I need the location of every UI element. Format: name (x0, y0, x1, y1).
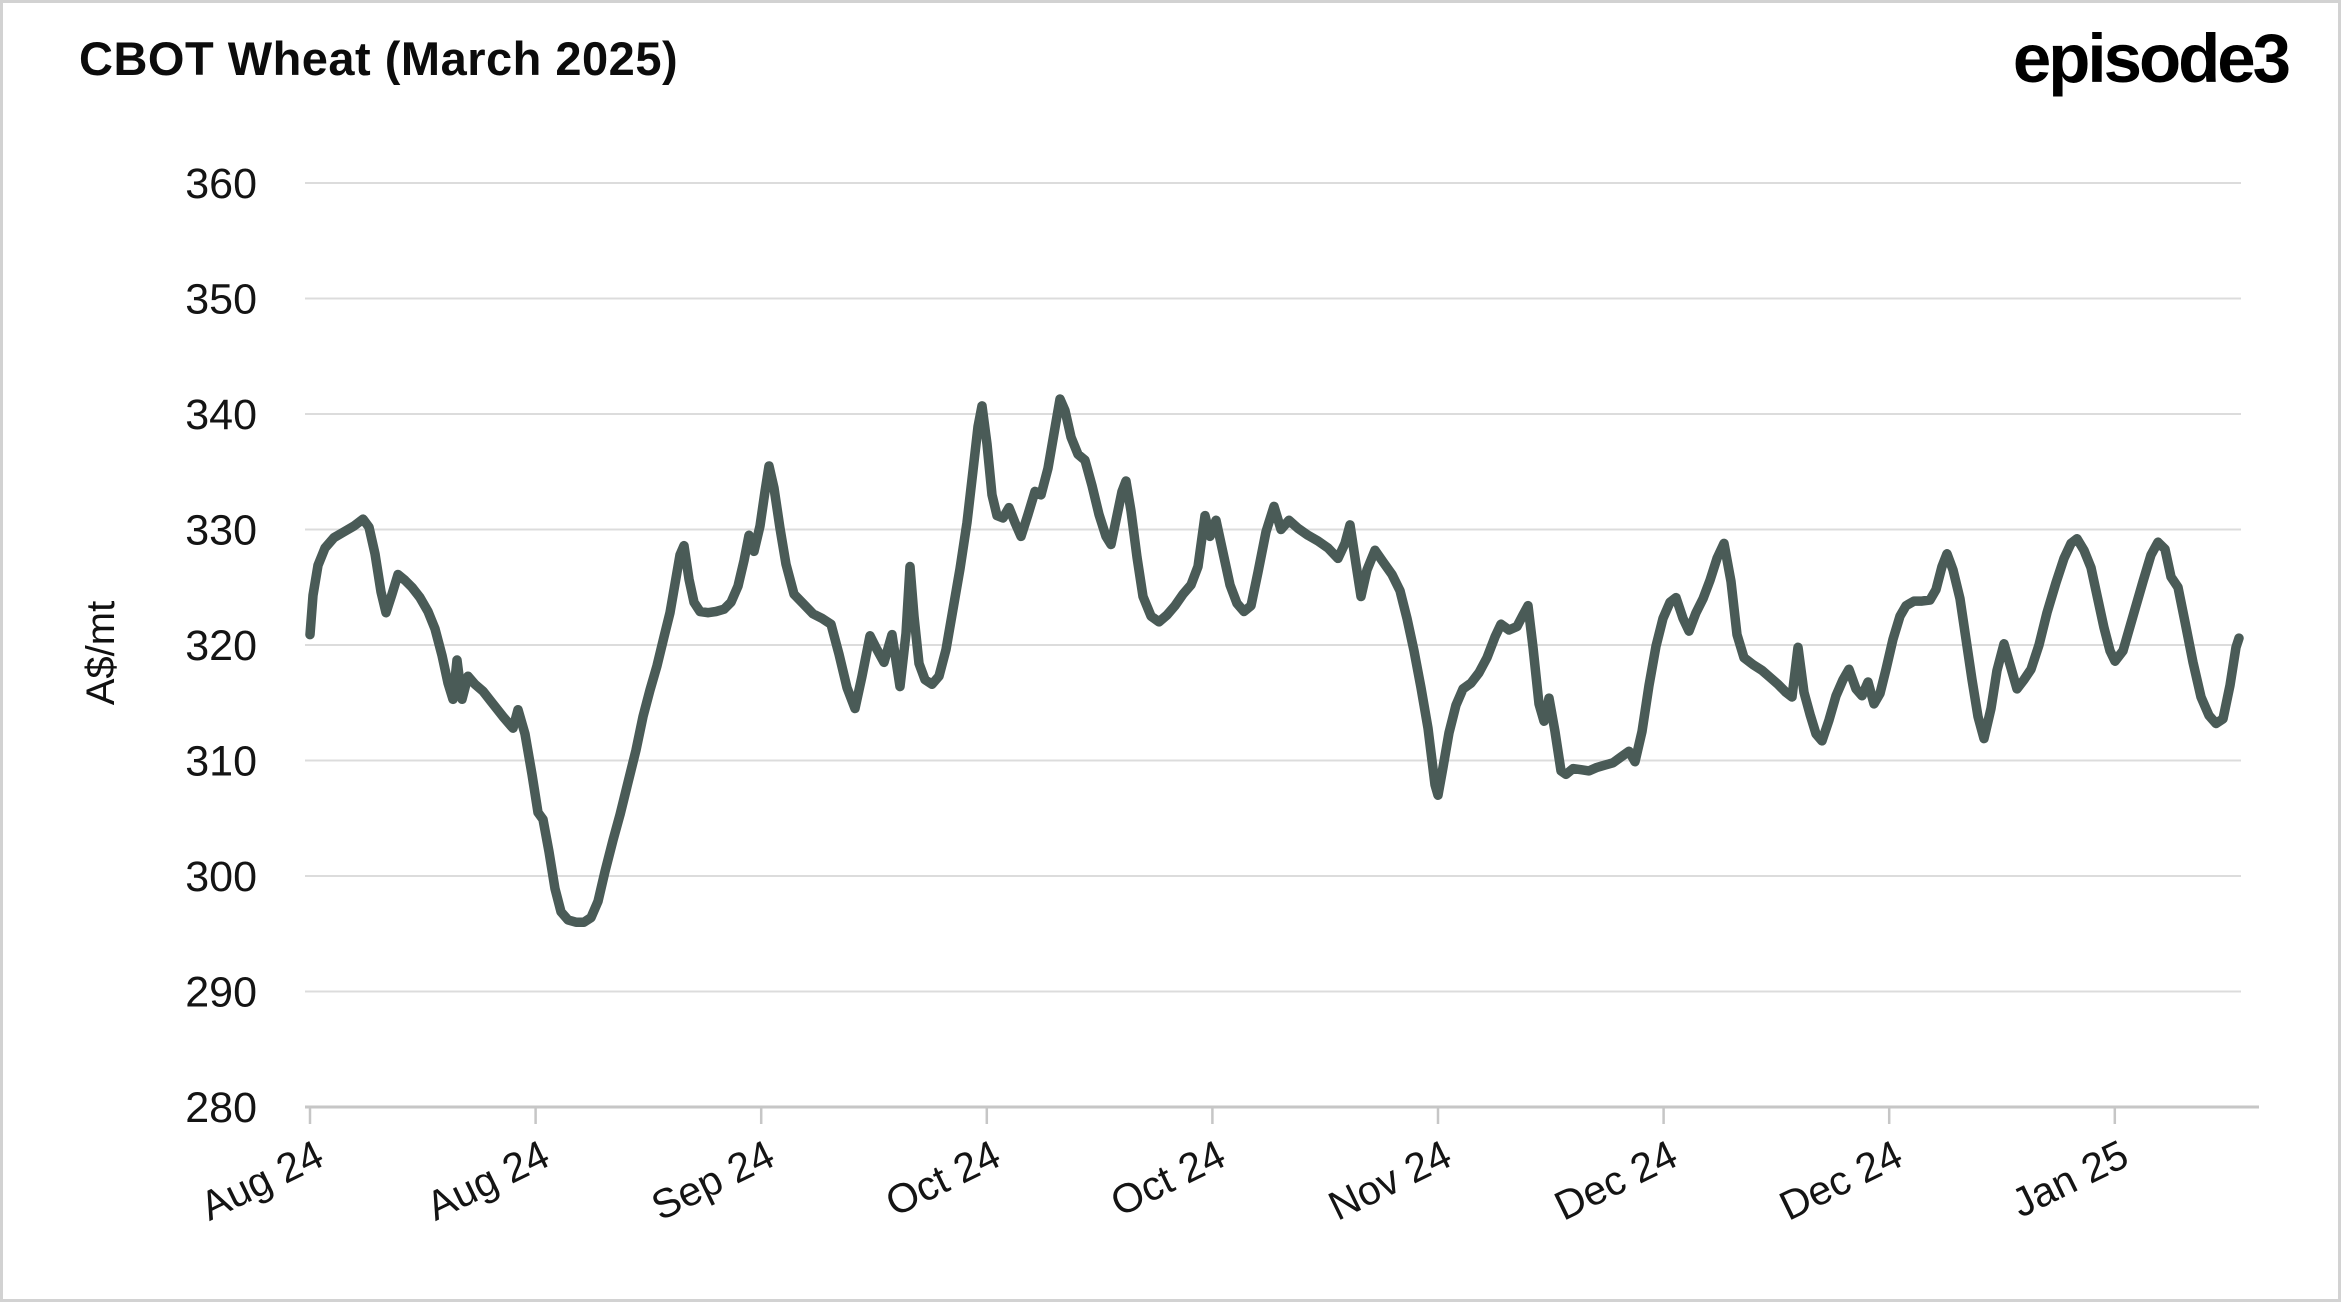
y-tick-label-300: 300 (185, 853, 257, 901)
chart-title: CBOT Wheat (March 2025) (79, 32, 679, 85)
y-tick-label-350: 350 (185, 276, 257, 324)
y-tick-label-310: 310 (185, 738, 257, 786)
y-tick-label-280: 280 (185, 1084, 257, 1132)
episode3-logo: episode3 (2012, 20, 2291, 97)
y-tick-label-340: 340 (185, 391, 257, 439)
price-line-chart: 360 350 340 330 320 310 300 290 280 (185, 160, 2259, 1132)
y-tick-label-360: 360 (185, 160, 257, 208)
y-tick-label-290: 290 (185, 969, 257, 1017)
y-tick-label-330: 330 (185, 507, 257, 555)
y-tick-label-320: 320 (185, 622, 257, 670)
price-series-line (305, 394, 2244, 927)
